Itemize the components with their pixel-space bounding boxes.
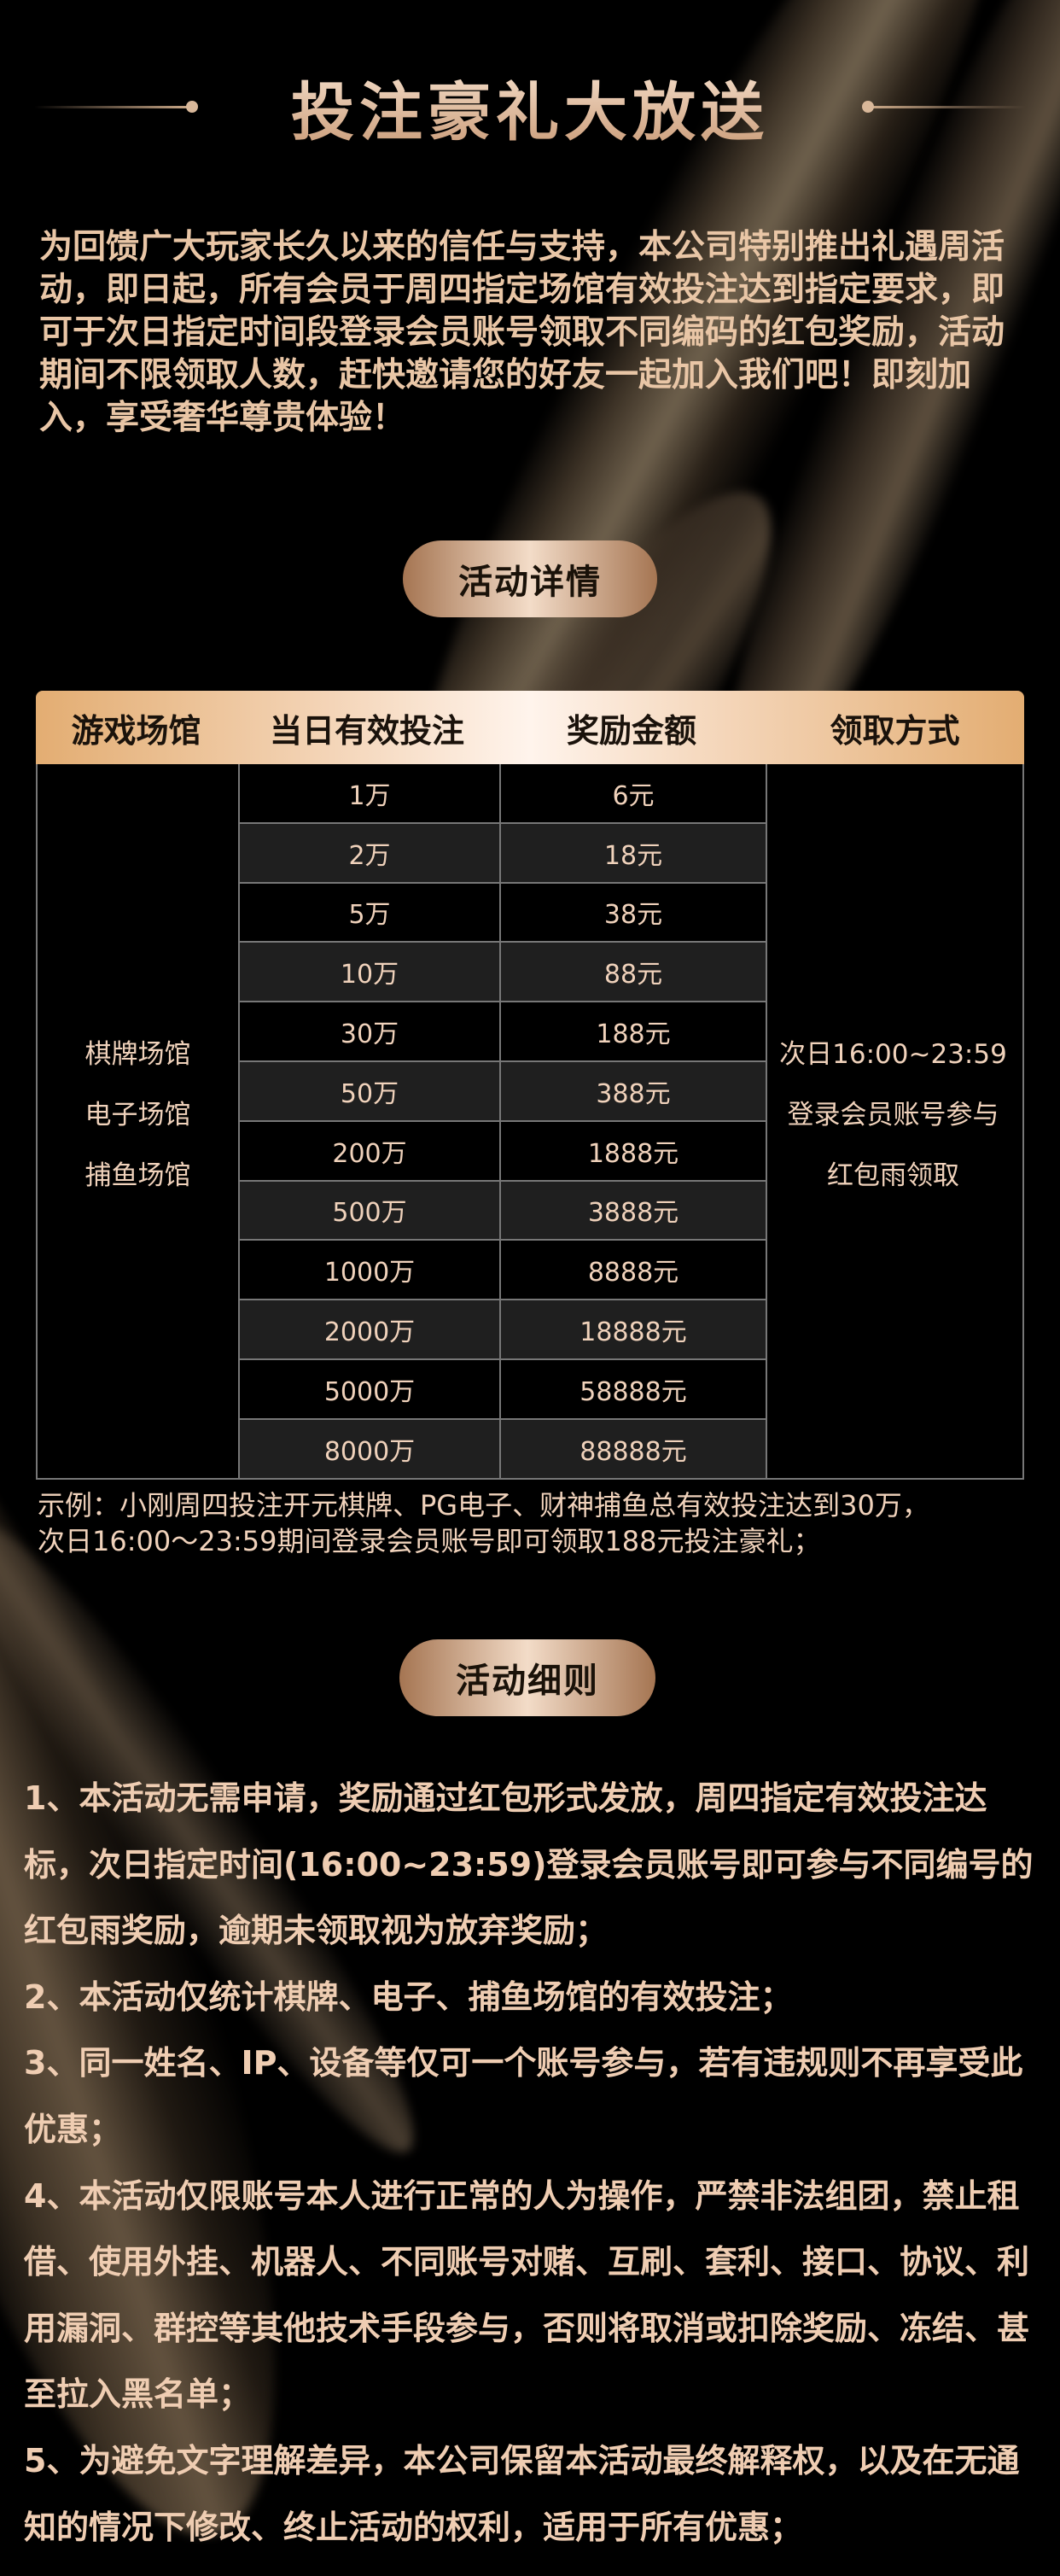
intro-text: 为回馈广大玩家长久以来的信任与支持，本公司特别推出礼遇周活动，即日起，所有会员于… (39, 228, 1005, 437)
method-line: 次日16:00~23:59 (779, 1039, 1007, 1070)
header-bet: 当日有效投注 (269, 711, 464, 750)
example-line: 示例：小刚周四投注开元棋牌、PG电子、财神捕鱼总有效投注达到30万， (38, 1489, 929, 1522)
header-method: 领取方式 (830, 711, 960, 750)
bet-cell: 2000万 (238, 1300, 499, 1358)
bet-cell: 500万 (238, 1181, 499, 1240)
reward-cell: 88元 (499, 943, 767, 1002)
venue: 捕鱼场馆 (84, 1160, 191, 1191)
table-row: 1万 6元 (238, 764, 767, 824)
rule-item: 3、同一姓名、IP、设备等仅可一个账号参与，若有违规则不再享受此优惠； (24, 2044, 1023, 2148)
method-line: 登录会员账号参与 (787, 1100, 999, 1130)
diamond-ornament-icon (186, 101, 198, 113)
bet-cell: 1万 (238, 764, 499, 822)
table-row: 500万 3888元 (238, 1181, 767, 1241)
method-cell: 次日16:00~23:59 登录会员账号参与 红包雨领取 (764, 1025, 1022, 1206)
reward-cell: 1888元 (499, 1121, 767, 1180)
bet-cell: 10万 (238, 943, 499, 1002)
table-row: 5000万 58888元 (238, 1359, 767, 1420)
method-line: 红包雨领取 (827, 1160, 959, 1191)
section-badge-rules: 活动细则 (399, 1639, 655, 1716)
bet-cell: 1000万 (238, 1241, 499, 1300)
bet-cell: 50万 (238, 1061, 499, 1120)
reward-cell: 388元 (499, 1061, 767, 1120)
table-row: 2万 18元 (238, 823, 767, 884)
venue: 棋牌场馆 (84, 1039, 191, 1070)
table-header: 游戏场馆 当日有效投注 奖励金额 领取方式 (36, 691, 1024, 764)
venue: 电子场馆 (84, 1100, 191, 1130)
reward-cell: 8888元 (499, 1241, 767, 1300)
section-badge-details: 活动详情 (403, 540, 657, 617)
reward-cell: 3888元 (499, 1181, 767, 1240)
bet-cell: 200万 (238, 1121, 499, 1180)
table-row: 200万 1888元 (238, 1121, 767, 1182)
table-row: 10万 88元 (238, 943, 767, 1003)
bet-cell: 8000万 (238, 1419, 499, 1478)
example-note: 示例：小刚周四投注开元棋牌、PG电子、财神捕鱼总有效投注达到30万， 次日16:… (38, 1487, 1053, 1559)
header-reward: 奖励金额 (566, 711, 696, 750)
table-row: 50万 388元 (238, 1061, 767, 1122)
rule-item: 5、为避免文字理解差异，本公司保留本活动最终解释权，以及在无通知的情况下修改、终… (24, 2441, 1020, 2546)
bet-cell: 5000万 (238, 1359, 499, 1418)
table-row: 1000万 8888元 (238, 1241, 767, 1301)
bet-cell: 2万 (238, 823, 499, 882)
reward-cell: 38元 (499, 883, 767, 942)
bet-cell: 5万 (238, 883, 499, 942)
reward-cell: 58888元 (499, 1359, 767, 1418)
reward-cell: 6元 (499, 764, 767, 822)
reward-cell: 88888元 (499, 1419, 767, 1478)
diamond-ornament-icon (862, 101, 874, 113)
rule-item: 4、本活动仅限账号本人进行正常的人为操作，严禁非法组团，禁止租借、使用外挂、机器… (24, 2176, 1030, 2414)
example-line: 次日16:00～23:59期间登录会员账号即可领取188元投注豪礼； (38, 1525, 821, 1557)
table-row: 5万 38元 (238, 883, 767, 943)
rule-item: 1、本活动无需申请，奖励通过红包形式发放，周四指定有效投注达标，次日指定时间(1… (24, 1779, 1034, 1950)
title-divider-left (34, 106, 188, 108)
reward-cell: 188元 (499, 1002, 767, 1060)
reward-cell: 18888元 (499, 1300, 767, 1358)
rule-item: 2、本活动仅统计棋牌、电子、捕鱼场馆的有效投注； (24, 1977, 793, 2016)
reward-table: 游戏场馆 当日有效投注 奖励金额 领取方式 棋牌场馆 电子场馆 捕鱼场馆 1万 6… (36, 691, 1024, 1480)
rules-list: 1、本活动无需申请，奖励通过红包形式发放，周四指定有效投注达标，次日指定时间(1… (24, 1766, 1040, 2561)
table-row: 8000万 88888元 (238, 1419, 767, 1480)
header-venue: 游戏场馆 (71, 711, 201, 750)
table-row: 2000万 18888元 (238, 1300, 767, 1360)
table-row: 30万 188元 (238, 1002, 767, 1062)
venue-cell: 棋牌场馆 电子场馆 捕鱼场馆 (38, 1025, 238, 1206)
reward-cell: 18元 (499, 823, 767, 882)
page-title: 投注豪礼大放送 (291, 61, 769, 153)
bet-cell: 30万 (238, 1002, 499, 1060)
